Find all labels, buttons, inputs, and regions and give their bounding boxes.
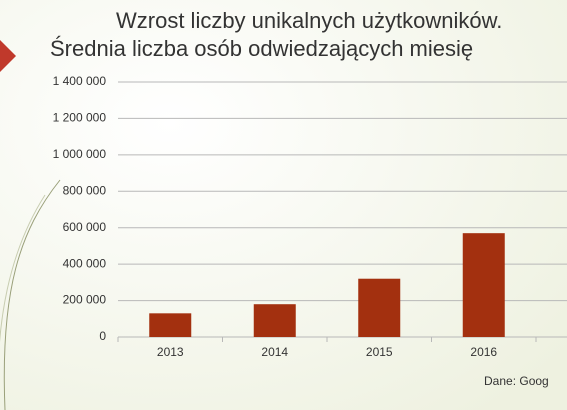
y-tick-label: 200 000 (63, 293, 107, 307)
bar (358, 278, 401, 337)
source-note: Dane: Goog (484, 374, 549, 388)
y-tick-label: 800 000 (63, 183, 107, 197)
chart-subtitle: Średnia liczba osób odwiedzających miesi… (50, 36, 473, 61)
decor-curve (0, 194, 46, 343)
y-tick-label: 1 200 000 (53, 111, 107, 125)
x-tick-label: 2013 (157, 345, 184, 359)
y-tick-label: 1 400 000 (53, 74, 107, 88)
decor-curve (3, 179, 61, 410)
x-tick-label: 2015 (366, 345, 393, 359)
y-tick-label: 600 000 (63, 220, 107, 234)
y-tick-label: 400 000 (63, 256, 107, 270)
x-tick-label: 2014 (261, 345, 288, 359)
bar (253, 304, 296, 337)
bar (149, 313, 192, 337)
y-tick-label: 1 000 000 (53, 147, 107, 161)
x-tick-label: 2016 (470, 345, 497, 359)
decor-triangle (0, 40, 16, 72)
chart-title: Wzrost liczby unikalnych użytkowników. (116, 8, 502, 33)
bar (462, 233, 505, 337)
y-tick-label: 0 (99, 329, 106, 343)
